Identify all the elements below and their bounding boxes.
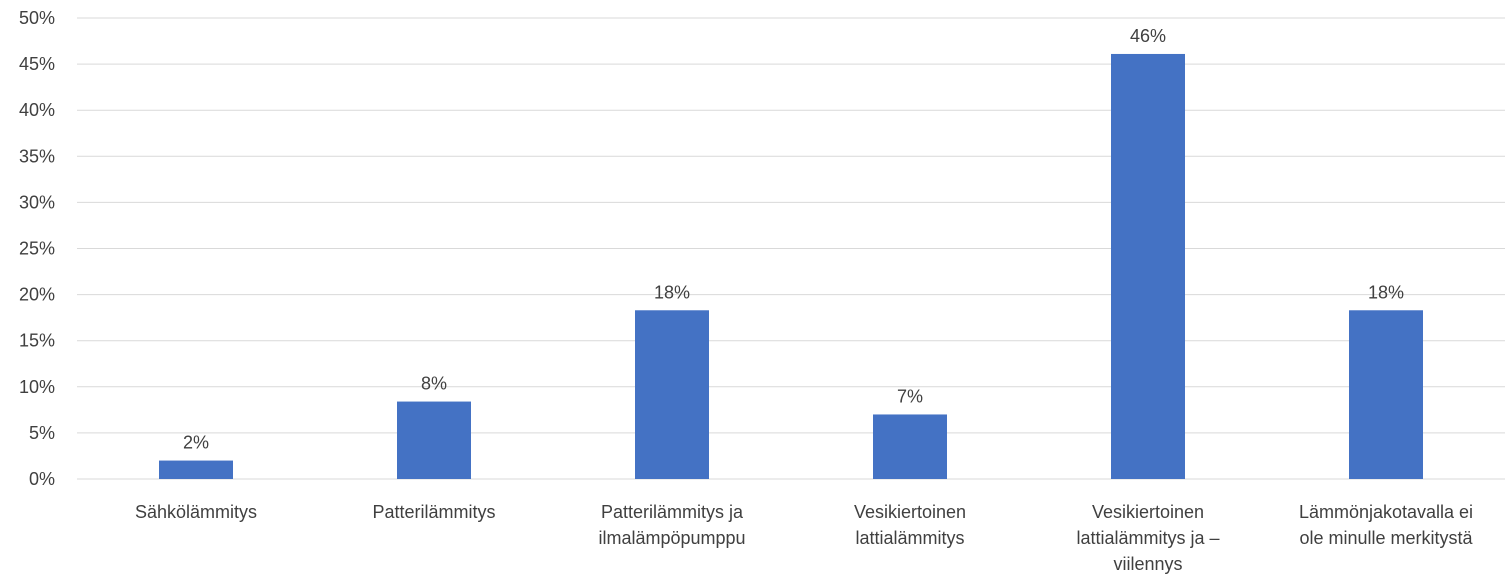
x-tick-label-line: Lämmönjakotavalla ei [1299, 502, 1473, 522]
bar [873, 414, 947, 479]
bars [159, 53, 1423, 479]
x-tick-label-line: ole minulle merkitystä [1299, 528, 1473, 548]
x-tick-label-line: Patterilämmitys [372, 502, 495, 522]
bar [1349, 310, 1423, 479]
y-tick-label: 5% [29, 423, 55, 443]
x-tick-label: Vesikiertoinen lattialämmitys [854, 502, 966, 548]
x-tick-label: Patterilämmitys [372, 502, 495, 522]
x-tick-label: Patterilämmitys ja ilmalämpöpumppu [598, 502, 745, 548]
x-tick-label-line: lattialämmitys ja – [1076, 528, 1219, 548]
data-labels: 2% 8% 18% 7% 46% 18% [183, 26, 1404, 453]
data-label: 18% [1368, 282, 1404, 302]
data-label: 18% [654, 282, 690, 302]
x-tick-label-line: Vesikiertoinen [854, 502, 966, 522]
y-axis-ticks: 0% 5% 10% 15% 20% 25% 30% 35% 40% 45% 50% [19, 8, 55, 489]
y-tick-label: 50% [19, 8, 55, 28]
x-tick-label: Lämmönjakotavalla ei ole minulle merkitys… [1299, 502, 1474, 548]
y-tick-label: 35% [19, 146, 55, 166]
x-tick-label: Vesikiertoinen lattialämmitys ja – viilenn… [1076, 502, 1219, 574]
y-tick-label: 45% [19, 54, 55, 74]
data-label: 8% [421, 374, 447, 394]
x-tick-label-line: Vesikiertoinen [1092, 502, 1204, 522]
x-tick-label-line: Sähkölämmitys [135, 502, 257, 522]
y-tick-label: 0% [29, 469, 55, 489]
data-label: 2% [183, 433, 209, 453]
bar [635, 310, 709, 479]
x-tick-label-line: lattialämmitys [855, 528, 964, 548]
bar [159, 460, 233, 479]
bar [397, 401, 471, 479]
gridlines [77, 17, 1505, 480]
y-tick-label: 15% [19, 331, 55, 351]
y-tick-label: 20% [19, 285, 55, 305]
x-tick-label-line: Patterilämmitys ja [601, 502, 744, 522]
x-tick-label-line: ilmalämpöpumppu [598, 528, 745, 548]
y-tick-label: 40% [19, 100, 55, 120]
y-tick-label: 25% [19, 239, 55, 259]
x-tick-label: Sähkölämmitys [135, 502, 257, 522]
data-label: 46% [1130, 26, 1166, 46]
data-label: 7% [897, 386, 923, 406]
bar [1111, 53, 1185, 479]
y-tick-label: 10% [19, 377, 55, 397]
x-tick-label-line: viilennys [1113, 554, 1182, 574]
x-axis-ticks: Sähkölämmitys Patterilämmitys Patterilämmi… [135, 502, 1474, 574]
y-tick-label: 30% [19, 192, 55, 212]
